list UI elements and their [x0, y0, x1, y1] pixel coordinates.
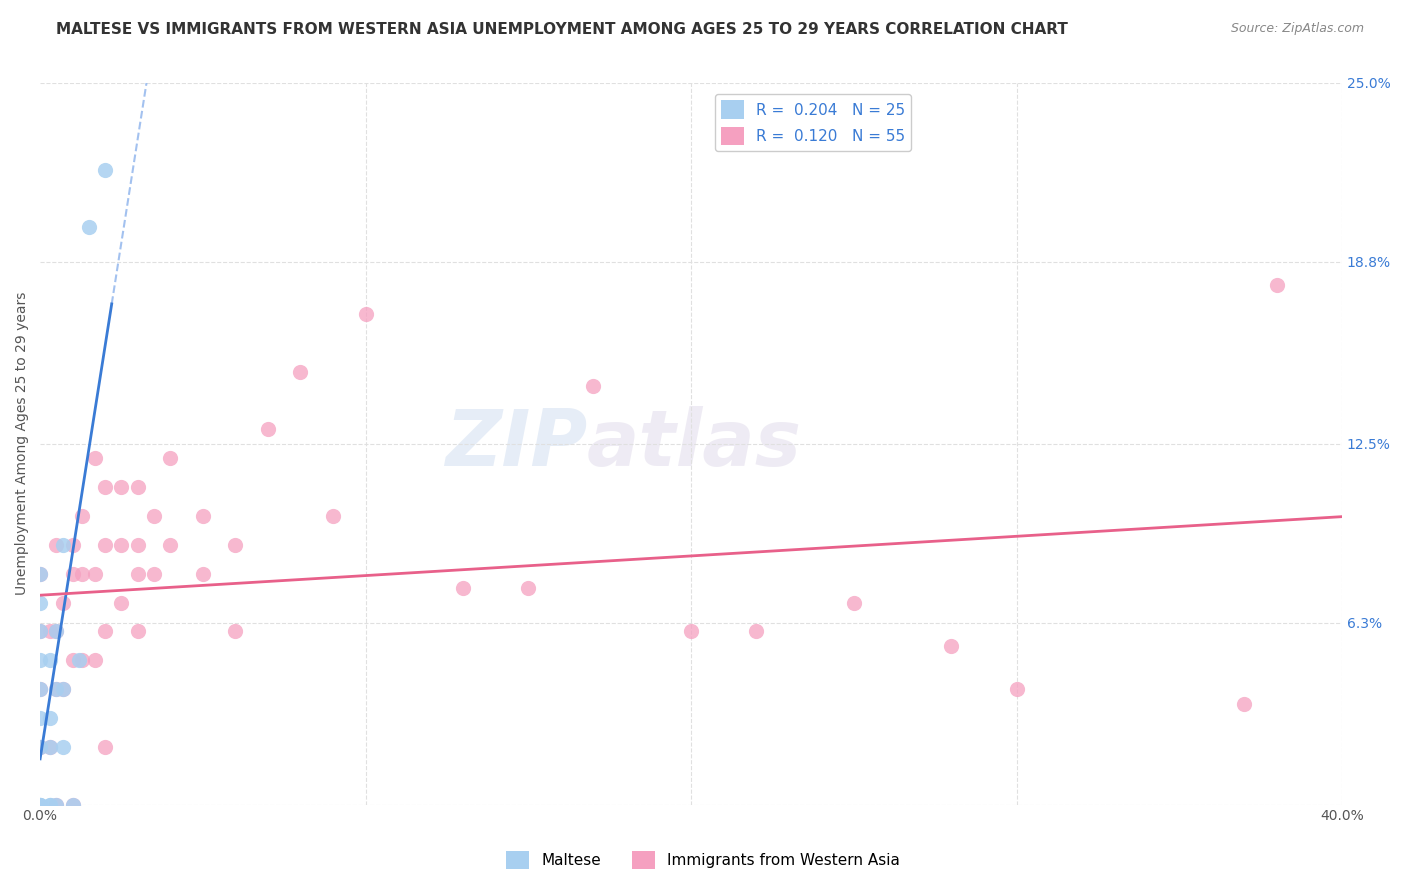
Point — [143, 508, 166, 523]
Point — [62, 653, 84, 667]
Point — [30, 797, 52, 812]
Point — [354, 307, 377, 321]
Point — [681, 624, 703, 639]
Point — [191, 566, 214, 581]
Point — [38, 653, 60, 667]
Point — [1233, 697, 1256, 711]
Text: atlas: atlas — [586, 406, 801, 482]
Point — [38, 797, 60, 812]
Point — [45, 797, 67, 812]
Legend: Maltese, Immigrants from Western Asia: Maltese, Immigrants from Western Asia — [501, 845, 905, 875]
Point — [224, 538, 246, 552]
Point — [290, 365, 312, 379]
Point — [52, 682, 75, 697]
Point — [30, 566, 52, 581]
Point — [38, 797, 60, 812]
Point — [1005, 682, 1028, 697]
Point — [38, 739, 60, 754]
Point — [257, 422, 280, 436]
Point — [110, 480, 132, 494]
Point — [159, 538, 181, 552]
Point — [127, 480, 149, 494]
Point — [842, 596, 865, 610]
Point — [582, 379, 605, 393]
Point — [45, 624, 67, 639]
Point — [38, 711, 60, 725]
Point — [72, 508, 94, 523]
Point — [52, 538, 75, 552]
Point — [67, 653, 90, 667]
Point — [517, 581, 540, 595]
Point — [451, 581, 474, 595]
Point — [322, 508, 344, 523]
Point — [127, 538, 149, 552]
Point — [62, 566, 84, 581]
Y-axis label: Unemployment Among Ages 25 to 29 years: Unemployment Among Ages 25 to 29 years — [15, 292, 30, 596]
Point — [110, 538, 132, 552]
Point — [45, 682, 67, 697]
Point — [30, 711, 52, 725]
Point — [52, 596, 75, 610]
Point — [159, 451, 181, 466]
Point — [143, 566, 166, 581]
Point — [94, 480, 117, 494]
Point — [84, 566, 107, 581]
Point — [45, 538, 67, 552]
Point — [45, 682, 67, 697]
Point — [224, 624, 246, 639]
Text: MALTESE VS IMMIGRANTS FROM WESTERN ASIA UNEMPLOYMENT AMONG AGES 25 TO 29 YEARS C: MALTESE VS IMMIGRANTS FROM WESTERN ASIA … — [56, 22, 1069, 37]
Point — [127, 566, 149, 581]
Point — [72, 653, 94, 667]
Point — [745, 624, 768, 639]
Point — [110, 596, 132, 610]
Point — [94, 739, 117, 754]
Point — [30, 682, 52, 697]
Point — [62, 797, 84, 812]
Point — [1265, 278, 1288, 293]
Point — [52, 739, 75, 754]
Point — [30, 797, 52, 812]
Point — [45, 797, 67, 812]
Point — [38, 624, 60, 639]
Point — [38, 739, 60, 754]
Point — [941, 639, 963, 653]
Point — [30, 624, 52, 639]
Point — [62, 797, 84, 812]
Text: ZIP: ZIP — [444, 406, 586, 482]
Point — [94, 538, 117, 552]
Point — [191, 508, 214, 523]
Point — [72, 566, 94, 581]
Point — [30, 797, 52, 812]
Point — [30, 566, 52, 581]
Point — [45, 624, 67, 639]
Point — [94, 162, 117, 177]
Point — [30, 682, 52, 697]
Text: Source: ZipAtlas.com: Source: ZipAtlas.com — [1230, 22, 1364, 36]
Point — [30, 653, 52, 667]
Point — [84, 653, 107, 667]
Point — [30, 739, 52, 754]
Point — [127, 624, 149, 639]
Point — [62, 538, 84, 552]
Point — [84, 451, 107, 466]
Point — [30, 624, 52, 639]
Point — [30, 739, 52, 754]
Legend: R =  0.204   N = 25, R =  0.120   N = 55: R = 0.204 N = 25, R = 0.120 N = 55 — [714, 95, 911, 152]
Point — [77, 220, 100, 235]
Point — [94, 624, 117, 639]
Point — [30, 596, 52, 610]
Point — [52, 682, 75, 697]
